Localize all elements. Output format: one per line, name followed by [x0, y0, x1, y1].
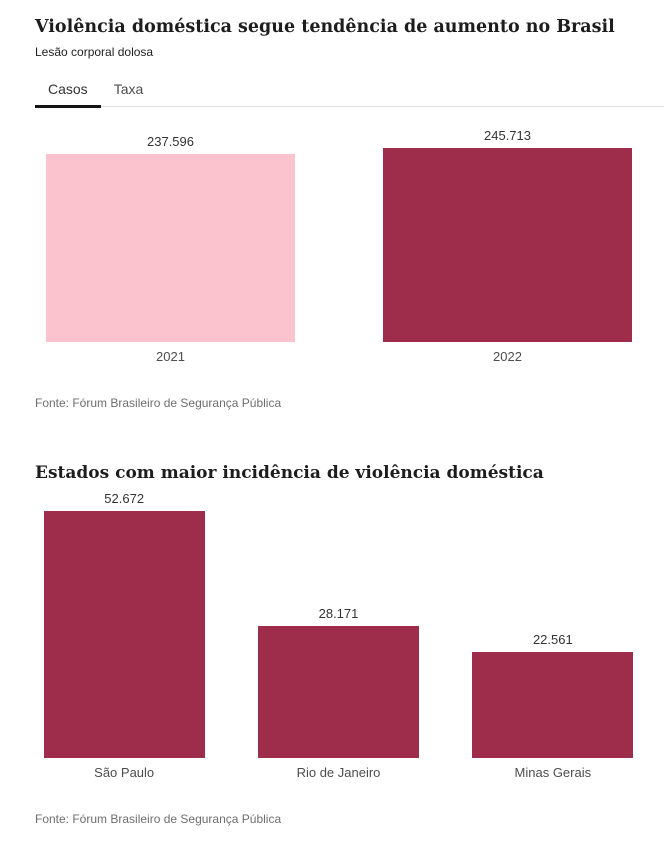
bar-rio-de-janeiro: [258, 626, 419, 758]
x-axis-label: 2021: [156, 349, 185, 364]
bar-value-label: 245.713: [484, 128, 531, 143]
bar-column: 52.672: [17, 490, 231, 758]
bar-column: 22.561: [446, 490, 660, 758]
bar-column: 28.171: [231, 490, 445, 758]
bar-column: 237.596: [2, 127, 339, 342]
tab-bar: Casos Taxa: [35, 74, 664, 108]
x-axis-states: São Paulo Rio de Janeiro Minas Gerais: [17, 764, 660, 781]
chart-title: Violência doméstica segue tendência de a…: [35, 17, 615, 37]
x-axis-label: Rio de Janeiro: [296, 765, 381, 780]
bar-value-label: 22.561: [532, 632, 573, 647]
bar-minas-gerais: [472, 652, 634, 758]
source-note: Fonte: Fórum Brasileiro de Segurança Púb…: [35, 396, 282, 410]
bar-2022: [382, 148, 633, 342]
x-axis-label: 2022: [493, 349, 522, 364]
bar-value-label: 52.672: [104, 491, 145, 506]
bar-chart-national: 237.596 245.713: [2, 127, 666, 342]
x-axis-national: 2021 2022: [2, 348, 666, 365]
x-axis-label: São Paulo: [94, 765, 155, 780]
tab-taxa[interactable]: Taxa: [113, 81, 144, 97]
bar-column: 245.713: [339, 127, 666, 342]
chart-title-states: Estados com maior incidência de violênci…: [35, 463, 544, 483]
source-note: Fonte: Fórum Brasileiro de Segurança Púb…: [35, 812, 282, 826]
bar-value-label: 28.171: [318, 606, 359, 621]
bar-value-label: 237.596: [147, 134, 194, 149]
states-chart-section: Estados com maior incidência de violênci…: [0, 463, 666, 827]
x-axis-label: Minas Gerais: [514, 765, 592, 780]
bar-são-paulo: [43, 511, 205, 758]
chart-subtitle: Lesão corporal dolosa: [35, 45, 154, 59]
bar-chart-states: 52.672 28.171 22.561: [17, 490, 660, 758]
bar-2021: [45, 154, 296, 342]
tab-casos[interactable]: Casos: [35, 74, 101, 108]
national-chart-section: Violência doméstica segue tendência de a…: [0, 16, 666, 411]
